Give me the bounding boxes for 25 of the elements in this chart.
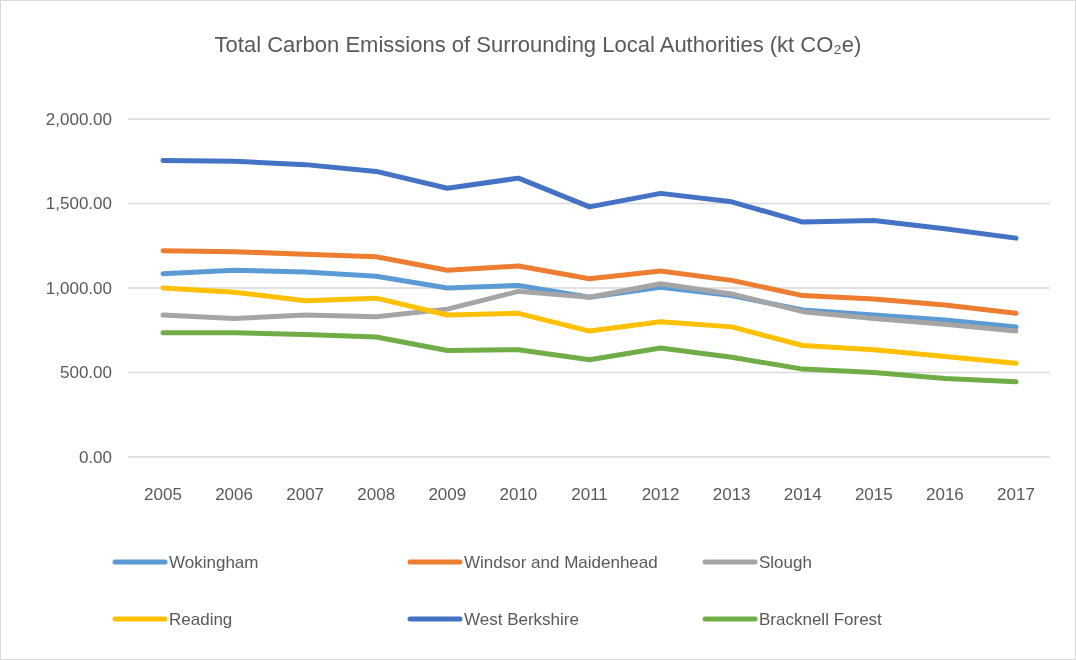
x-tick-label: 2005 <box>144 485 182 504</box>
x-tick-label: 2008 <box>357 485 396 504</box>
x-tick-label: 2015 <box>854 485 893 504</box>
y-tick-label: 500.00 <box>60 363 112 383</box>
chart-title: Total Carbon Emissions of Surrounding Local Authorities (kt CO₂e) <box>214 32 862 57</box>
y-tick-label: 1,000.00 <box>45 278 112 298</box>
y-tick-label: 1,500.00 <box>45 194 112 214</box>
y-tick-label: 2,000.00 <box>45 109 112 129</box>
legend-label: Bracknell Forest <box>759 609 883 629</box>
legend-label: Slough <box>759 552 812 572</box>
x-tick-label: 2007 <box>286 485 325 504</box>
y-tick-label: 0.00 <box>78 447 112 467</box>
x-tick-label: 2012 <box>641 485 680 504</box>
legend-label: Reading <box>169 609 233 629</box>
x-tick-label: 2011 <box>571 485 608 504</box>
x-tick-label: 2009 <box>428 485 467 504</box>
x-tick-label: 2014 <box>783 485 822 504</box>
x-tick-label: 2013 <box>712 485 751 504</box>
x-tick-label: 2006 <box>215 485 253 504</box>
x-tick-label: 2010 <box>499 485 538 504</box>
legend-label: Wokingham <box>169 552 259 572</box>
x-tick-label: 2016 <box>926 485 964 504</box>
legend-label: Windsor and Maidenhead <box>464 552 658 572</box>
legend-label: West Berkshire <box>464 609 579 629</box>
x-tick-label: 2017 <box>997 485 1035 504</box>
